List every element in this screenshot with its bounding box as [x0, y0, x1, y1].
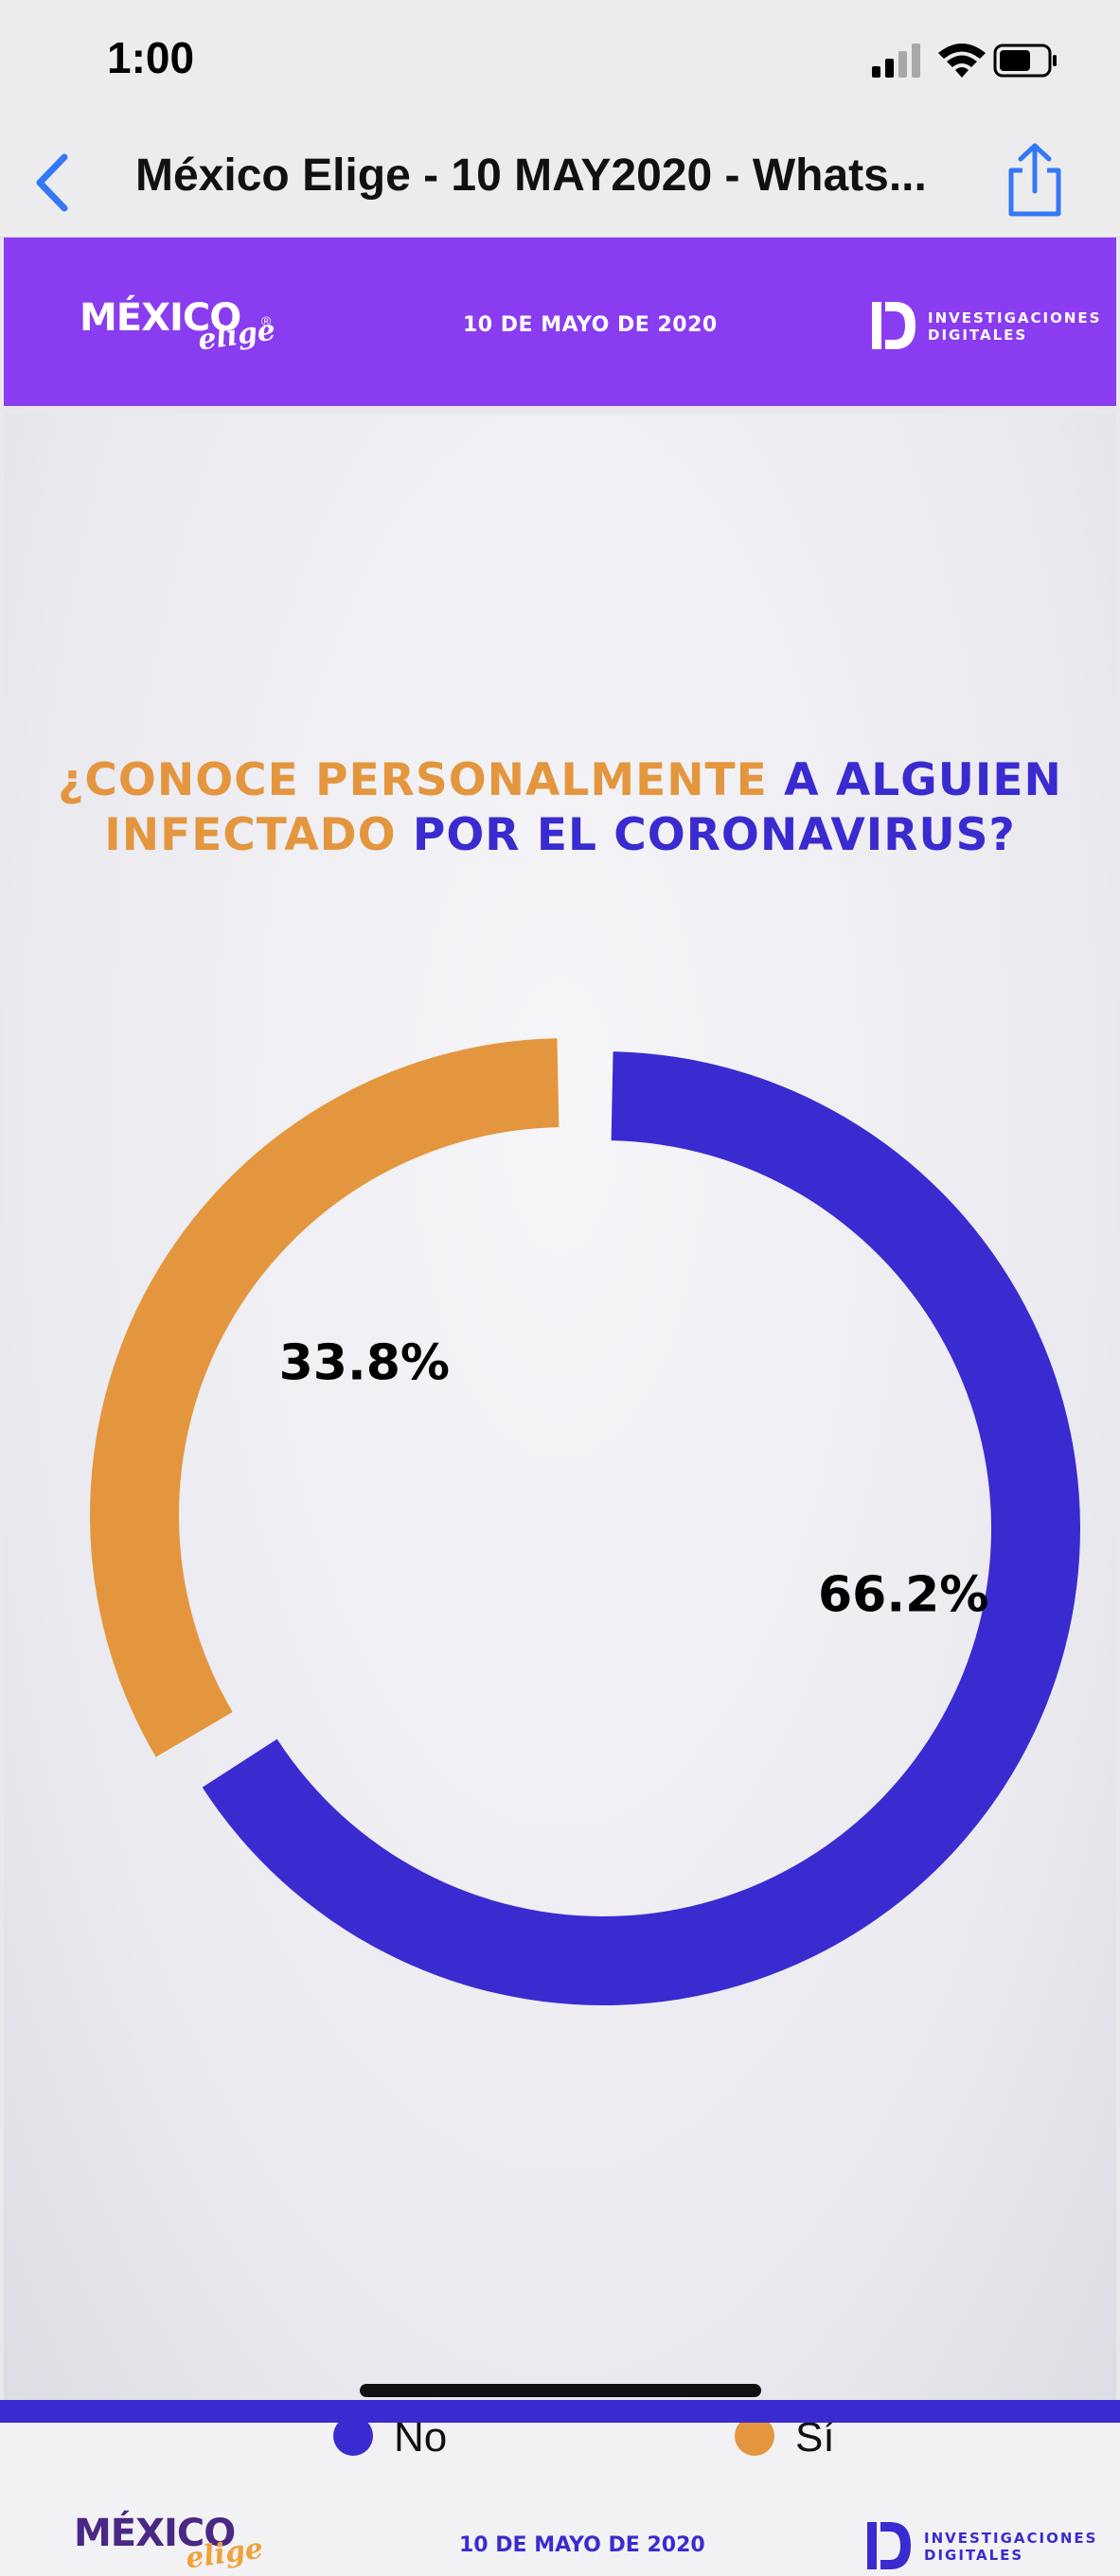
footer-partner-name: INVESTIGACIONES DIGITALES [924, 2530, 1098, 2564]
partner-name: INVESTIGACIONES DIGITALES [928, 309, 1102, 344]
question-text: A ALGUIEN [767, 754, 1062, 806]
status-bar: 1:00 [0, 0, 1120, 114]
footer-investigaciones-digitales-logo-icon [867, 2522, 911, 2569]
pie-slice-si [89, 1038, 560, 1757]
document-viewer[interactable]: MÉXICO elige ® 10 DE MAYO DE 2020 INVEST… [0, 238, 1120, 2576]
status-time: 1:00 [107, 33, 195, 82]
battery-icon [993, 44, 1057, 78]
footer-date: 10 DE MAYO DE 2020 [459, 2533, 705, 2557]
document-title: México Elige - 10 MAY2020 - Whats... [135, 150, 927, 201]
question-highlight: INFECTADO [104, 809, 397, 861]
share-icon[interactable] [1002, 142, 1068, 218]
slide-bottom-band [0, 2400, 1120, 2423]
mexico-elige-logo: MÉXICO [80, 296, 241, 340]
donut-chart: 66.2% 33.8% [89, 1038, 1080, 2005]
poll-slide: ¿CONOCE PERSONALMENTE A ALGUIEN INFECTAD… [4, 414, 1116, 2461]
cellular-signal-icon [872, 44, 920, 78]
nav-bar: México Elige - 10 MAY2020 - Whats... [0, 114, 1120, 238]
slide-header: MÉXICO elige ® 10 DE MAYO DE 2020 INVEST… [4, 238, 1116, 406]
investigaciones-digitales-logo-icon [872, 302, 916, 349]
data-label-si: 33.8% [279, 1334, 450, 1391]
wifi-icon [938, 44, 986, 78]
question-text: POR EL CORONAVIRUS? [396, 809, 1016, 861]
header-date: 10 DE MAYO DE 2020 [463, 313, 718, 337]
home-indicator[interactable] [360, 2384, 761, 2397]
chevron-left-icon[interactable] [28, 150, 76, 216]
question-highlight: ¿CONOCE PERSONALMENTE [58, 754, 768, 806]
registered-mark: ® [261, 313, 272, 328]
status-icons [872, 44, 1057, 78]
data-label-no: 66.2% [818, 1567, 988, 1624]
